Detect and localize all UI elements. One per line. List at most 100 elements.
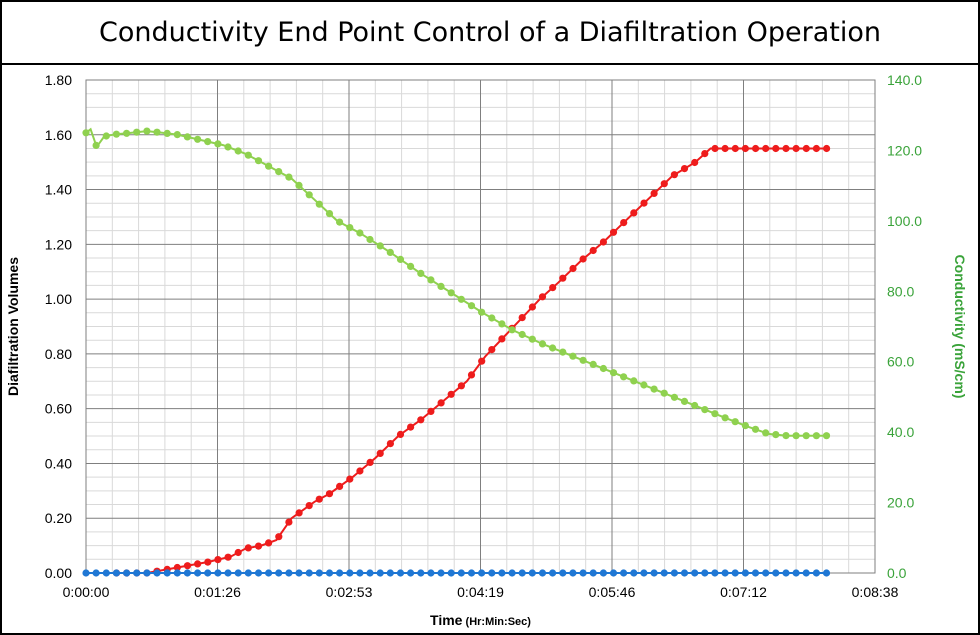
series-point-0 <box>538 293 547 301</box>
y-tick-label: 1.40 <box>45 182 72 198</box>
series-point-2 <box>427 569 435 577</box>
x-tick-label: 0:04:19 <box>457 584 504 600</box>
series-point-2 <box>518 569 526 577</box>
series-point-0 <box>802 144 810 153</box>
series-point-2 <box>579 569 587 577</box>
series-point-1 <box>812 432 821 440</box>
series-point-0 <box>752 144 760 153</box>
y2-axis-title: Conductivity (mS/cm) <box>952 255 968 399</box>
series-point-1 <box>701 406 709 414</box>
x-tick-label: 0:07:12 <box>720 584 767 600</box>
series-point-2 <box>336 569 344 577</box>
y-tick-label: 1.00 <box>45 291 72 307</box>
series-point-0 <box>437 399 445 407</box>
series-point-1 <box>822 432 831 440</box>
series-point-1 <box>518 330 526 339</box>
y-tick-label: 0.60 <box>45 401 72 417</box>
x-tick-label: 0:01:26 <box>194 584 241 600</box>
y2-tick-label: 40.0 <box>887 424 914 440</box>
series-point-1 <box>802 432 810 440</box>
series-point-0 <box>467 371 476 379</box>
series-point-2 <box>650 569 658 577</box>
series-point-2 <box>376 569 384 577</box>
x-tick-label: 0:08:38 <box>852 584 899 600</box>
series-point-1 <box>447 289 455 297</box>
series-point-2 <box>437 569 445 577</box>
series-point-1 <box>407 262 415 270</box>
series-point-1 <box>711 410 719 418</box>
series-point-0 <box>488 346 496 354</box>
series-point-1 <box>691 401 699 410</box>
series-point-2 <box>265 569 273 577</box>
series-point-2 <box>762 569 770 577</box>
series-point-0 <box>660 180 668 188</box>
chart-title: Conductivity End Point Control of a Diaf… <box>99 17 881 48</box>
series-point-2 <box>346 569 354 577</box>
series-point-1 <box>721 414 729 422</box>
series-point-1 <box>772 431 780 439</box>
series-point-2 <box>741 569 750 577</box>
series-point-1 <box>123 129 131 137</box>
series-point-1 <box>143 127 151 135</box>
series-point-2 <box>549 569 557 577</box>
series-point-1 <box>356 229 364 237</box>
series-point-1 <box>457 295 465 303</box>
series-point-2 <box>528 569 536 577</box>
series-point-0 <box>711 144 719 153</box>
series-point-1 <box>204 138 212 146</box>
series-point-2 <box>792 569 800 577</box>
series-point-1 <box>183 133 191 141</box>
series-point-0 <box>559 274 567 282</box>
series-point-1 <box>488 314 496 322</box>
series-point-1 <box>275 168 283 176</box>
series-point-1 <box>224 143 232 151</box>
series-point-0 <box>234 548 242 557</box>
series-point-0 <box>407 423 415 431</box>
series-point-2 <box>285 569 293 577</box>
series-point-1 <box>731 418 739 426</box>
series-point-2 <box>82 569 90 577</box>
series-point-0 <box>792 144 800 153</box>
series-point-0 <box>620 219 628 227</box>
series-point-2 <box>92 569 100 577</box>
series-point-0 <box>295 509 303 517</box>
series-point-2 <box>173 569 181 577</box>
series-point-2 <box>478 569 486 577</box>
series-point-2 <box>498 569 506 577</box>
y-tick-label: 0.80 <box>45 346 72 362</box>
series-point-1 <box>589 360 597 368</box>
series-point-1 <box>630 377 638 385</box>
series-point-2 <box>194 569 202 577</box>
series-point-1 <box>102 132 110 140</box>
series-point-2 <box>772 569 780 577</box>
series-point-0 <box>275 533 283 541</box>
series-point-1 <box>376 242 384 250</box>
y-tick-label: 0.00 <box>45 565 72 581</box>
series-point-0 <box>447 390 455 398</box>
series-point-0 <box>609 228 618 236</box>
series-point-1 <box>478 308 486 316</box>
y-tick-label: 0.20 <box>45 510 72 526</box>
series-point-2 <box>204 569 212 577</box>
series-point-0 <box>336 482 344 490</box>
series-point-2 <box>508 569 516 577</box>
x-axis-title: Time (Hr:Min:Sec) <box>430 612 531 628</box>
series-point-0 <box>214 556 222 564</box>
series-point-2 <box>559 569 567 577</box>
series-point-2 <box>356 569 364 577</box>
series-point-2 <box>224 569 232 577</box>
series-point-0 <box>518 314 526 322</box>
series-point-1 <box>194 135 202 143</box>
series-point-0 <box>721 144 729 153</box>
series-point-2 <box>143 569 151 577</box>
series-point-2 <box>569 569 577 577</box>
series-point-0 <box>285 518 293 526</box>
series-point-1 <box>285 173 293 181</box>
series-point-0 <box>670 171 679 179</box>
series-point-0 <box>630 209 638 217</box>
series-point-1 <box>599 364 608 373</box>
series-point-0 <box>457 382 465 390</box>
series-point-0 <box>599 238 608 246</box>
series-point-1 <box>508 326 516 334</box>
series-point-2 <box>396 569 405 577</box>
